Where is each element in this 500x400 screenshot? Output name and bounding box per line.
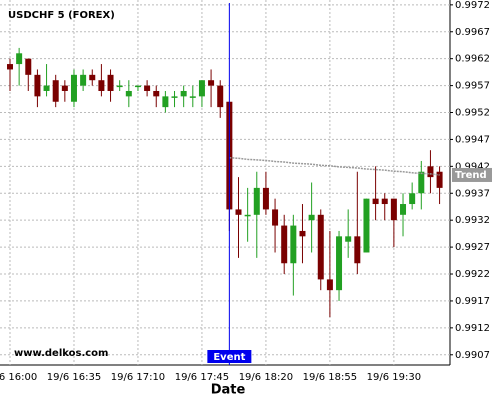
candle-body [16,53,23,65]
x-tick-label: 19/6 18:20 [239,372,293,383]
x-tick-label: 19/6 16:00 [0,372,37,383]
candle-body [244,214,251,217]
y-tick-label: 0.9947 [455,134,490,145]
candle-body [34,74,41,97]
candle-body [180,90,187,97]
trend-line [229,156,440,176]
y-tick-label: 0.9957 [455,81,490,92]
candle-body [272,209,279,226]
x-tick-label: 19/6 17:10 [111,372,165,383]
candle-body [308,214,315,221]
candle-body [427,166,434,178]
candle-body [198,80,205,97]
y-tick-label: 0.9942 [455,161,490,172]
candle-body [354,236,361,264]
candle-body [317,214,324,280]
y-tick-label: 0.9917 [455,296,490,307]
trend-label: Trend [455,170,487,181]
candle-body [436,171,443,188]
trend-label-box [452,167,492,182]
candle-body [70,74,77,102]
candle-body [43,85,50,91]
candle-body [290,225,297,264]
x-tick-label: 19/6 18:55 [303,372,357,383]
candle-body [134,85,141,88]
candle-body [80,74,87,86]
marks [7,3,443,365]
candle-body [400,204,407,215]
y-tick-label: 0.9932 [455,215,490,226]
candle-body [390,198,397,221]
candle-body [52,80,59,102]
watermark: www.delkos.com [14,348,108,359]
y-tick-label: 0.9922 [455,269,490,280]
candle-body [61,85,68,91]
candle-body [7,64,13,70]
y-tick-label: 0.9912 [455,323,490,334]
y-tick-label: 0.9937 [455,188,490,199]
candle-body [372,198,379,205]
y-tick-label: 0.9972 [455,0,490,11]
candle-body [336,236,343,291]
candle-body [381,198,388,205]
candle-body [107,74,114,91]
candle-body [208,80,215,86]
y-tick-label: 0.9907 [455,350,490,361]
y-tick-label: 0.9962 [455,54,490,65]
candle-body [116,85,123,88]
x-tick-label: 19/6 19:30 [367,372,421,383]
x-axis-label: Date [211,383,246,398]
x-tick-label: 19/6 16:35 [47,372,101,383]
candle-body [409,193,416,205]
y-tick-label: 0.9952 [455,108,490,119]
candle-body [418,171,425,194]
candle-body [281,225,288,264]
event-label: Event [213,352,245,363]
candle-body [235,209,242,215]
candle-body [217,85,224,108]
candle-body [326,279,333,291]
candle-body [153,90,160,97]
y-tick-label: 0.9967 [455,27,490,38]
candle-body [189,96,196,98]
plot-area [0,0,450,365]
candle-body [125,90,132,97]
candle-body [345,236,352,242]
event-label-box [207,350,252,363]
x-tick-label: 19/6 17:45 [175,372,229,383]
grid [0,0,450,365]
candle-body [299,230,306,237]
y-tick-label: 0.9927 [455,242,490,253]
candle-body [162,96,169,108]
candle-body [253,187,260,215]
candle-body [363,198,370,253]
candle-body [171,96,178,98]
candle-body [262,187,269,210]
candle-body [144,85,151,91]
chart-title: USDCHF 5 (FOREX) [8,10,115,21]
candle-body [89,74,96,81]
candle-body [98,80,105,91]
candle-body [25,58,32,75]
